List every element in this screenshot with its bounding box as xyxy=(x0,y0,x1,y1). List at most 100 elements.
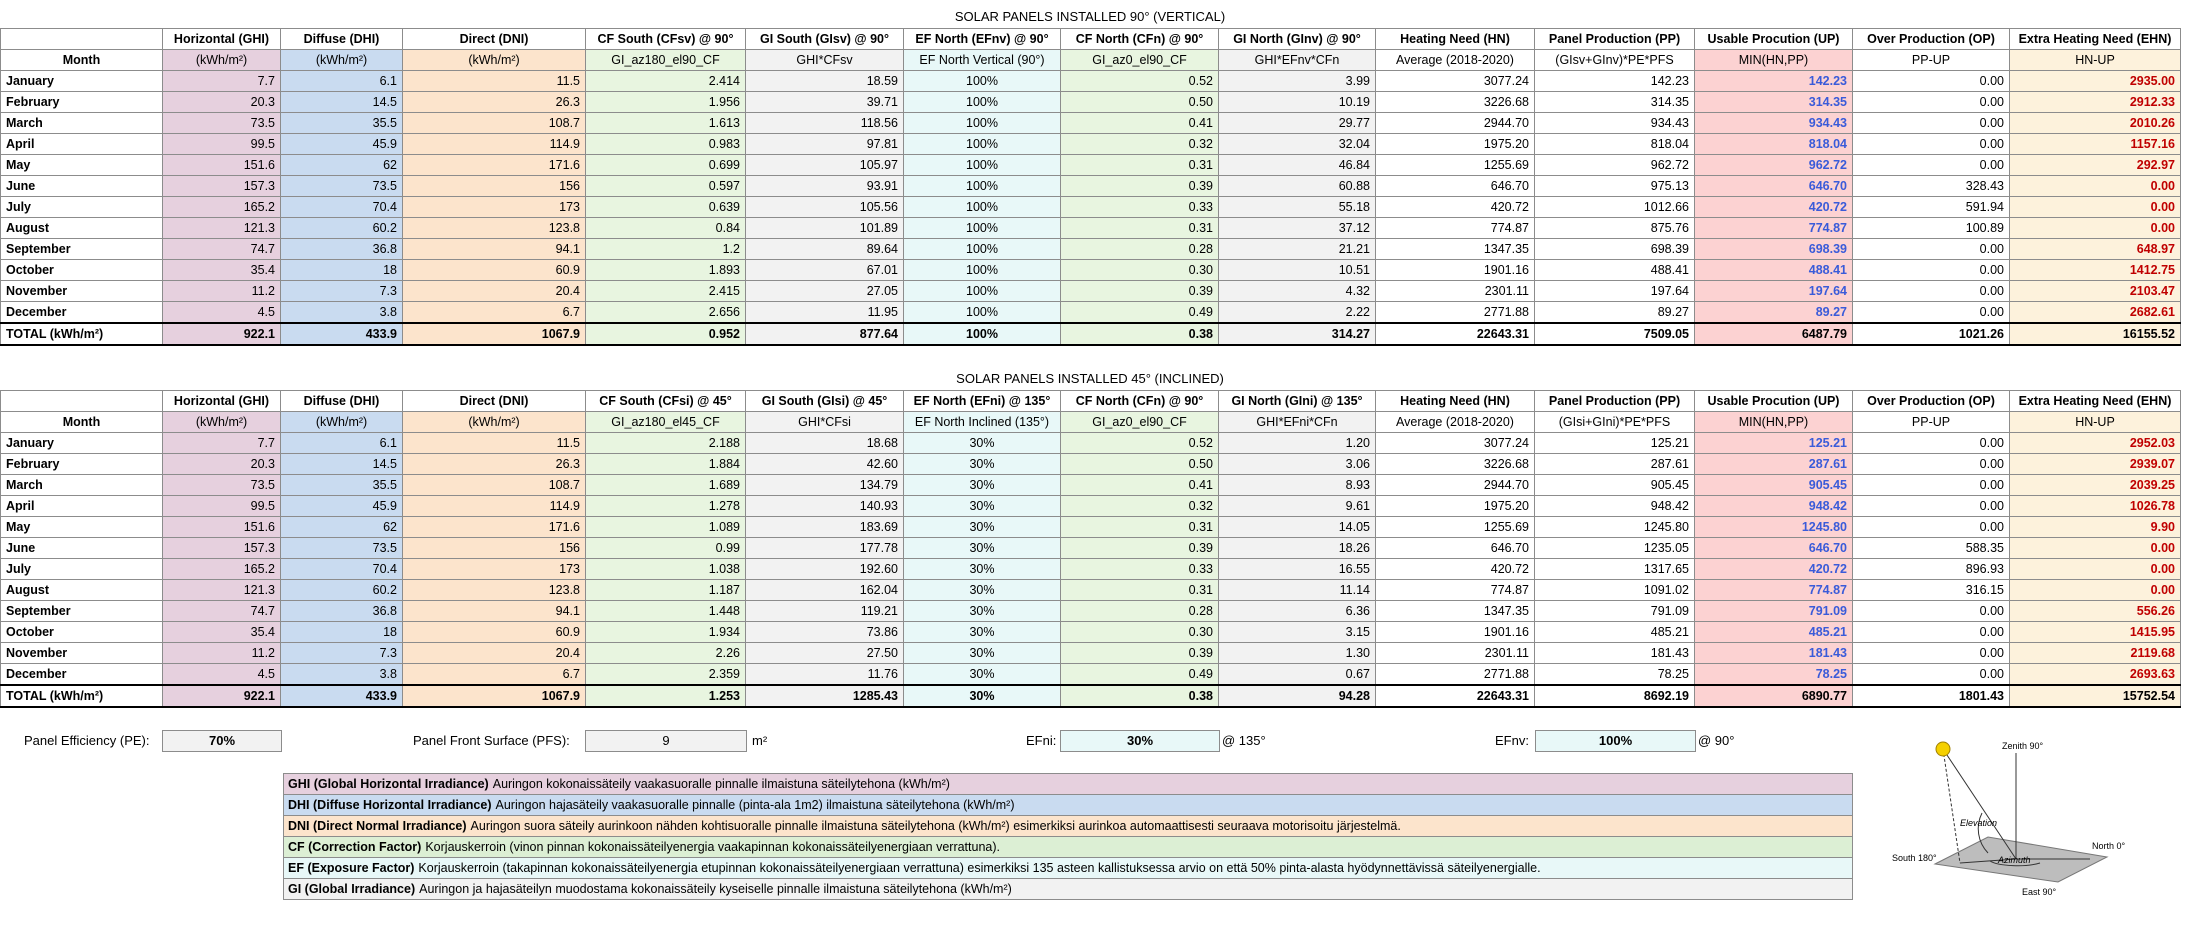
param-value: 70% xyxy=(162,730,282,752)
data-cell: 177.78 xyxy=(745,537,904,559)
data-cell: 8.93 xyxy=(1218,474,1376,496)
data-cell: 1.20 xyxy=(1218,432,1376,454)
total-cell: 16155.52 xyxy=(2009,322,2181,346)
header-cell: Heating Need (HN) xyxy=(1375,390,1535,412)
total-cell: 100% xyxy=(903,322,1061,346)
subheader-cell: GHI*CFsi xyxy=(745,411,904,433)
total-cell: 1021.26 xyxy=(1852,322,2010,346)
data-cell: 2912.33 xyxy=(2009,91,2181,113)
data-row: May 151.6 62 171.6 1.089 183.69 30% 0.31 14.05 12… xyxy=(0,516,2181,538)
data-cell: May xyxy=(0,154,163,176)
data-cell: September xyxy=(0,238,163,260)
sun-projection xyxy=(1942,748,1961,864)
data-cell: April xyxy=(0,495,163,517)
data-cell: 0.33 xyxy=(1060,558,1219,580)
header-cell: Usable Procution (UP) xyxy=(1694,390,1853,412)
data-cell: 1901.16 xyxy=(1375,621,1535,643)
data-cell: 0.00 xyxy=(1852,70,2010,92)
legend-text: Korjauskerroin (takapinnan kokonaissätei… xyxy=(418,861,1541,875)
data-cell: 646.70 xyxy=(1694,175,1853,197)
data-cell: 2952.03 xyxy=(2009,432,2181,454)
total-cell: 6487.79 xyxy=(1694,322,1853,346)
data-row: June 157.3 73.5 156 0.597 93.91 100% 0.39 60.88 6… xyxy=(0,175,2181,197)
data-cell: May xyxy=(0,516,163,538)
data-cell: 30% xyxy=(903,621,1061,643)
diagram-label: Elevation xyxy=(1960,818,1997,828)
data-cell: 45.9 xyxy=(280,133,403,155)
data-cell: 0.00 xyxy=(1852,133,2010,155)
data-cell: 11.76 xyxy=(745,663,904,686)
sun-ray xyxy=(1942,748,2017,860)
subheader-cell: (GIsv+GInv)*PE*PFS xyxy=(1534,49,1695,71)
subheader-cell: GI_az180_el45_CF xyxy=(585,411,746,433)
data-cell: 73.86 xyxy=(745,621,904,643)
data-cell: 1.689 xyxy=(585,474,746,496)
data-cell: 30% xyxy=(903,474,1061,496)
data-cell: 18.59 xyxy=(745,70,904,92)
header-cell: Panel Production (PP) xyxy=(1534,390,1695,412)
data-cell: 934.43 xyxy=(1694,112,1853,134)
data-cell: 30% xyxy=(903,516,1061,538)
data-cell: March xyxy=(0,474,163,496)
data-cell: 0.00 xyxy=(1852,621,2010,643)
data-cell: June xyxy=(0,537,163,559)
data-cell: 774.87 xyxy=(1694,217,1853,239)
diagram-label: South 180° xyxy=(1892,853,1937,863)
data-cell: 7.7 xyxy=(162,432,281,454)
data-cell: 30% xyxy=(903,537,1061,559)
data-row: October 35.4 18 60.9 1.934 73.86 30% 0.30 3.15 19… xyxy=(0,621,2181,643)
data-cell: 74.7 xyxy=(162,238,281,260)
subheader-cell: PP-UP xyxy=(1852,411,2010,433)
data-cell: 0.00 xyxy=(1852,453,2010,475)
data-cell: 173 xyxy=(402,558,586,580)
data-cell: 99.5 xyxy=(162,495,281,517)
data-cell: 1415.95 xyxy=(2009,621,2181,643)
subheader-cell: GI_az180_el90_CF xyxy=(585,49,746,71)
data-cell: 0.00 xyxy=(1852,280,2010,302)
subheader-cell: EF North Inclined (135°) xyxy=(903,411,1061,433)
data-cell: 55.18 xyxy=(1218,196,1376,218)
data-cell: 114.9 xyxy=(402,495,586,517)
param-unit: m² xyxy=(752,733,768,748)
data-cell: 591.94 xyxy=(1852,196,2010,218)
data-cell: 7.3 xyxy=(280,280,403,302)
data-cell: 2.656 xyxy=(585,301,746,324)
header-cell: Direct (DNI) xyxy=(402,390,586,412)
legend-row: EF (Exposure Factor) Korjauskerroin (taka… xyxy=(284,858,1852,879)
data-cell: 1.448 xyxy=(585,600,746,622)
data-cell: 0.00 xyxy=(2009,558,2181,580)
subheader-cell: GI_az0_el90_CF xyxy=(1060,49,1219,71)
data-cell: 0.50 xyxy=(1060,453,1219,475)
data-cell: 2.22 xyxy=(1218,301,1376,324)
data-cell: 0.67 xyxy=(1218,663,1376,686)
total-cell: 433.9 xyxy=(280,684,403,708)
data-cell: 7.7 xyxy=(162,70,281,92)
data-cell: 181.43 xyxy=(1694,642,1853,664)
data-cell: 11.5 xyxy=(402,70,586,92)
data-cell: 35.5 xyxy=(280,112,403,134)
data-cell: 100% xyxy=(903,238,1061,260)
total-cell: 7509.05 xyxy=(1534,322,1695,346)
data-cell: 20.4 xyxy=(402,642,586,664)
data-cell: 156 xyxy=(402,175,586,197)
data-row: December 4.5 3.8 6.7 2.656 11.95 100% 0.49 2.22 2… xyxy=(0,301,2181,324)
header-cell: Usable Procution (UP) xyxy=(1694,28,1853,50)
param-value: 9 xyxy=(585,730,747,752)
table-title: SOLAR PANELS INSTALLED 45° (INCLINED) xyxy=(956,371,1224,386)
data-cell: 114.9 xyxy=(402,133,586,155)
data-cell: 108.7 xyxy=(402,112,586,134)
data-cell: 20.3 xyxy=(162,453,281,475)
data-cell: 11.5 xyxy=(402,432,586,454)
data-cell: September xyxy=(0,600,163,622)
subheader-cell: Average (2018-2020) xyxy=(1375,49,1535,71)
subheader-cell: GHI*EFni*CFn xyxy=(1218,411,1376,433)
data-cell: 0.49 xyxy=(1060,301,1219,324)
total-cell: 1285.43 xyxy=(745,684,904,708)
data-cell: 0.983 xyxy=(585,133,746,155)
data-cell: 192.60 xyxy=(745,558,904,580)
data-row: October 35.4 18 60.9 1.893 67.01 100% 0.30 10.51… xyxy=(0,259,2181,281)
total-cell: 6890.77 xyxy=(1694,684,1853,708)
data-cell: 78.25 xyxy=(1534,663,1695,686)
data-cell: 123.8 xyxy=(402,217,586,239)
data-cell: 488.41 xyxy=(1694,259,1853,281)
